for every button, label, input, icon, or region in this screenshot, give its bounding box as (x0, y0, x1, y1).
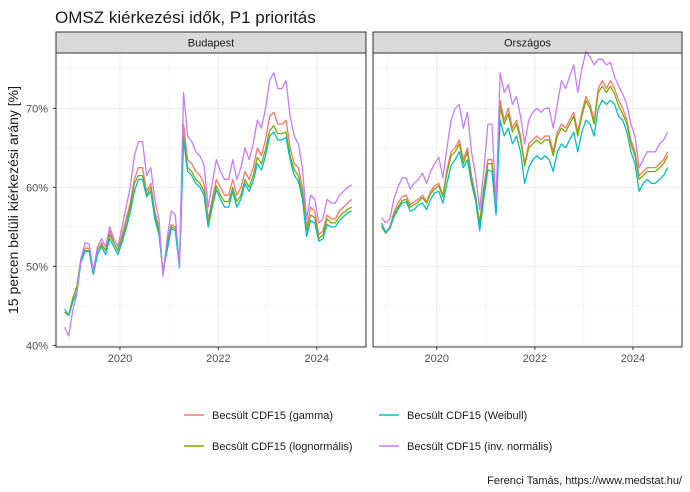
series-line-invnormal (381, 50, 669, 224)
panel-border-orszagos (372, 52, 683, 348)
series-line-weibull (64, 131, 352, 317)
chart-title: OMSZ kiérkezési idők, P1 prioritás (55, 8, 316, 27)
y-tick-label: 70% (26, 103, 48, 115)
legend: Becsült CDF15 (gamma) Becsült CDF15 (Wei… (184, 410, 552, 453)
legend-label-lognormal: Becsült CDF15 (lognormális) (212, 441, 353, 453)
series-group-orszagos (380, 50, 669, 234)
x-ticks-budapest: 2020 2022 2024 (108, 347, 329, 365)
x-tick-label: 2020 (425, 353, 449, 365)
panel-budapest: Budapest 2020 2022 2024 (55, 31, 367, 365)
series-line-weibull (380, 99, 669, 234)
panel-orszagos: Országos 2020 2022 2024 (372, 31, 683, 365)
legend-label-gamma: Becsült CDF15 (gamma) (212, 410, 333, 422)
strip-label-budapest: Budapest (188, 38, 234, 50)
y-tick-label: 50% (26, 261, 48, 273)
grid-budapest (56, 53, 366, 347)
series-group-budapest (64, 72, 353, 337)
grid-orszagos (373, 53, 682, 347)
y-tick-label: 60% (26, 182, 48, 194)
x-tick-label: 2020 (108, 353, 132, 365)
y-axis: 40% 50% 60% 70% (26, 103, 56, 352)
series-line-invnormal (64, 72, 352, 337)
x-tick-label: 2022 (206, 353, 230, 365)
x-tick-label: 2022 (523, 353, 547, 365)
x-ticks-orszagos: 2020 2022 2024 (425, 347, 645, 365)
y-tick-label: 40% (26, 340, 48, 352)
legend-label-weibull: Becsült CDF15 (Weibull) (407, 410, 527, 422)
x-tick-label: 2024 (621, 353, 645, 365)
strip-label-orszagos: Országos (504, 38, 552, 50)
legend-label-invnormal: Becsült CDF15 (inv. normális) (407, 441, 552, 453)
panel-border-budapest (55, 52, 367, 348)
x-tick-label: 2024 (305, 353, 329, 365)
caption: Ferenci Tamás, https://www.medstat.hu/ (487, 475, 683, 487)
series-line-lognormal (381, 85, 669, 234)
y-axis-title: 15 percen belüli kiérkezési arány [%] (5, 86, 21, 314)
